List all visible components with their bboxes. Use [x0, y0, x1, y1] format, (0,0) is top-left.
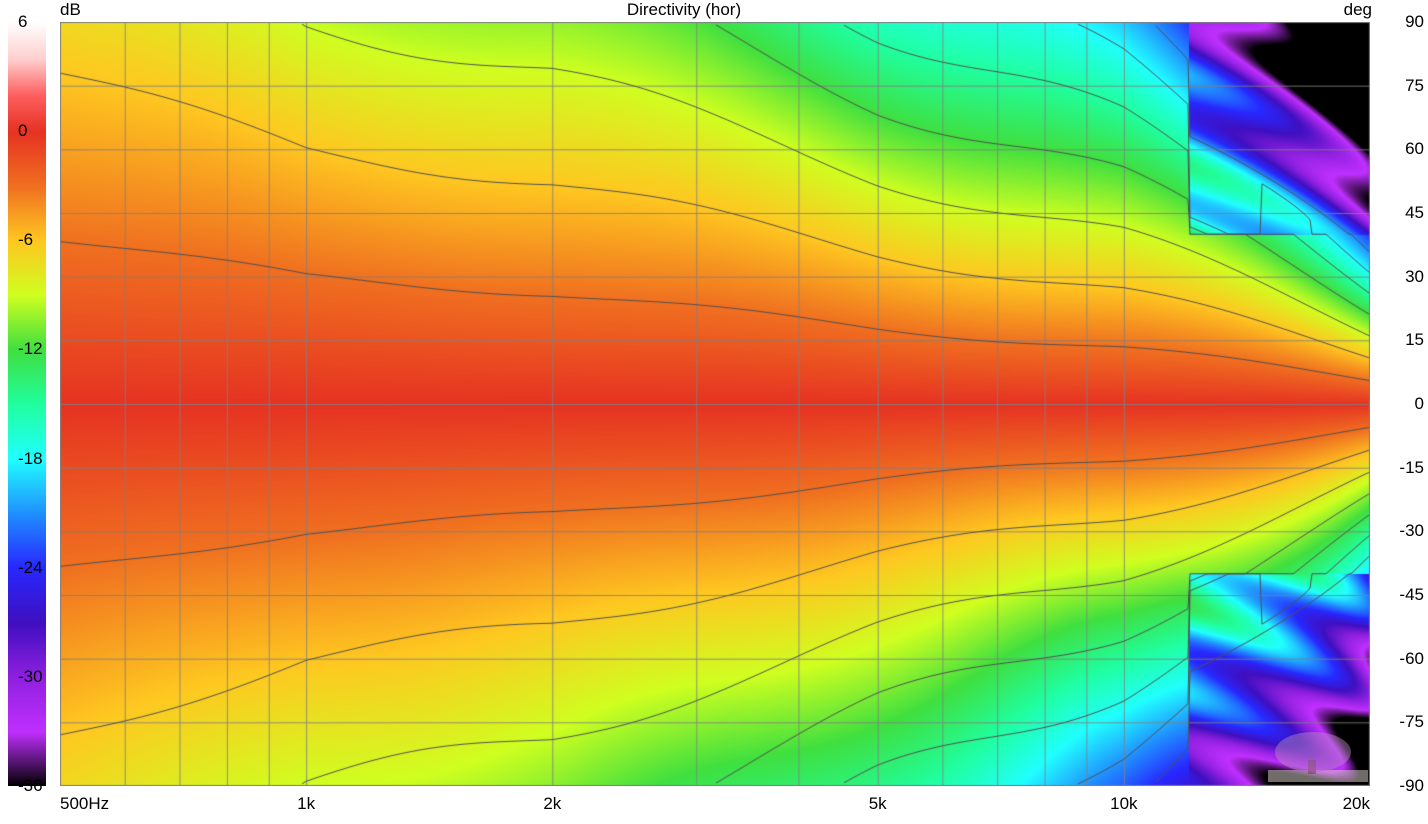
colorbar-tick: -36 [18, 776, 43, 796]
x-tick-label: 2k [543, 794, 561, 814]
colorbar-tick: -12 [18, 339, 43, 359]
overlay-canvas [60, 22, 1370, 786]
y-tick-label: -75 [1399, 712, 1424, 732]
y-tick-label: 45 [1405, 203, 1424, 223]
watermark-icon [1268, 722, 1368, 782]
y-tick-label: -45 [1399, 585, 1424, 605]
x-tick-label: 5k [869, 794, 887, 814]
y-tick-label: 0 [1415, 394, 1424, 414]
colorbar-tick: -18 [18, 449, 43, 469]
y-tick-label: -30 [1399, 521, 1424, 541]
yaxis-unit-label: deg [1344, 0, 1372, 20]
colorbar-tick: -24 [18, 558, 43, 578]
y-tick-label: 75 [1405, 76, 1424, 96]
x-tick-label: 500Hz [60, 794, 109, 814]
x-tick-label: 10k [1110, 794, 1137, 814]
y-tick-label: 30 [1405, 267, 1424, 287]
colorbar-tick: -6 [18, 230, 33, 250]
colorbar-tick: 0 [18, 121, 27, 141]
y-tick-label: 90 [1405, 12, 1424, 32]
directivity-chart: Directivity (hor) dB deg 60-6-12-18-24-3… [0, 0, 1428, 824]
y-axis-labels: 9075604530150-15-30-45-60-75-90 [1378, 22, 1428, 786]
y-tick-label: -15 [1399, 458, 1424, 478]
plot-area [60, 22, 1370, 786]
x-tick-label: 20k [1343, 794, 1370, 814]
colorbar-unit-label: dB [60, 0, 81, 20]
colorbar-tick: -30 [18, 667, 43, 687]
y-tick-label: -90 [1399, 776, 1424, 796]
y-tick-label: 60 [1405, 139, 1424, 159]
x-tick-label: 1k [297, 794, 315, 814]
chart-title: Directivity (hor) [0, 0, 1368, 20]
colorbar-labels: 60-6-12-18-24-30-36 [18, 22, 52, 786]
x-axis-labels: 500Hz 1k 2k 5k 10k 20k [60, 792, 1370, 814]
colorbar-tick: 6 [18, 12, 27, 32]
y-tick-label: 15 [1405, 330, 1424, 350]
y-tick-label: -60 [1399, 649, 1424, 669]
